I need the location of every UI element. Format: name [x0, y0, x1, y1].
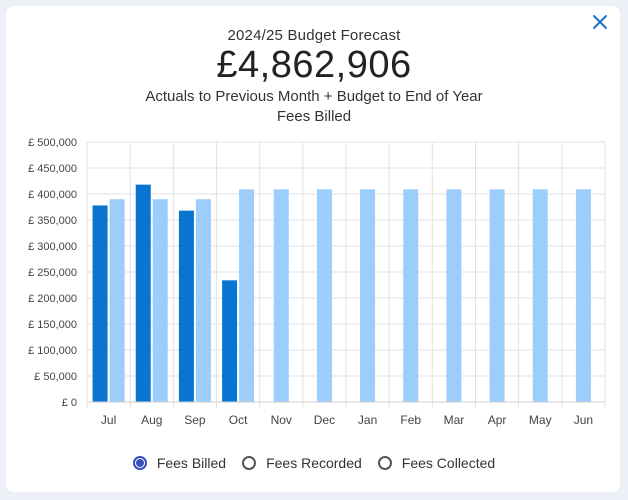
option-label: Fees Collected: [401, 455, 496, 471]
x-tick-label: Sep: [184, 413, 206, 427]
y-tick-label: £ 450,000: [28, 163, 77, 175]
bar-budget: [446, 189, 462, 402]
metric-selector: Fees Billed Fees Recorded Fees Collected: [0, 455, 628, 471]
x-tick-label: Feb: [400, 413, 421, 427]
x-tick-label: Aug: [141, 413, 162, 427]
close-icon: [593, 15, 607, 29]
option-fees-recorded[interactable]: Fees Recorded: [242, 455, 362, 471]
y-tick-label: £ 250,000: [28, 267, 77, 279]
bar-budget: [109, 199, 125, 402]
metric-label: Fees Billed: [276, 108, 352, 125]
bar-budget: [316, 189, 332, 402]
radio-fees-recorded[interactable]: [242, 456, 257, 470]
bar-actual: [178, 210, 194, 402]
bar-budget: [195, 199, 211, 402]
forecast-total: £4,862,906: [216, 44, 412, 86]
bar-budget: [239, 189, 255, 402]
forecast-title: 2024/25 Budget Forecast: [227, 27, 401, 44]
x-tick-label: Jan: [358, 413, 377, 427]
y-tick-label: £ 200,000: [28, 293, 77, 305]
bar-budget: [360, 189, 376, 402]
x-tick-label: Oct: [229, 413, 248, 427]
x-tick-label: Nov: [271, 413, 292, 427]
x-tick-label: Jun: [574, 413, 593, 427]
bar-chart: £ 0 £ 50,000 £ 100,000 £ 150,000 £ 200,000 £ …: [28, 137, 606, 427]
bar-budget: [489, 189, 505, 402]
radio-fees-collected[interactable]: [377, 456, 392, 470]
bar-actual: [222, 280, 238, 402]
x-tick-label: Dec: [314, 413, 335, 427]
x-tick-label: Mar: [444, 413, 465, 427]
bar-actual: [135, 184, 151, 402]
forecast-card: [6, 6, 620, 492]
y-tick-label: £ 0: [62, 397, 77, 409]
bar-budget: [403, 189, 419, 402]
forecast-subtitle: Actuals to Previous Month + Budget to En…: [145, 88, 483, 105]
bar-budget: [152, 199, 168, 402]
option-label: Fees Billed: [156, 455, 227, 471]
y-tick-label: £ 500,000: [28, 137, 77, 149]
bar-budget: [575, 189, 591, 402]
option-label: Fees Recorded: [266, 455, 362, 471]
radio-fees-billed[interactable]: [132, 456, 147, 470]
x-tick-label: Jul: [101, 413, 116, 427]
x-tick-label: May: [529, 413, 552, 427]
x-tick-label: Apr: [488, 413, 507, 427]
y-tick-label: £ 350,000: [28, 215, 77, 227]
y-tick-label: £ 400,000: [28, 189, 77, 201]
option-fees-collected[interactable]: Fees Collected: [377, 455, 496, 471]
bar-actual: [92, 205, 108, 402]
y-tick-label: £ 50,000: [34, 371, 77, 383]
bar-budget: [532, 189, 548, 402]
close-button[interactable]: [590, 12, 610, 32]
y-tick-label: £ 300,000: [28, 241, 77, 253]
y-tick-label: £ 150,000: [28, 319, 77, 331]
bar-budget: [273, 189, 289, 402]
y-tick-label: £ 100,000: [28, 345, 77, 357]
option-fees-billed[interactable]: Fees Billed: [132, 455, 227, 471]
